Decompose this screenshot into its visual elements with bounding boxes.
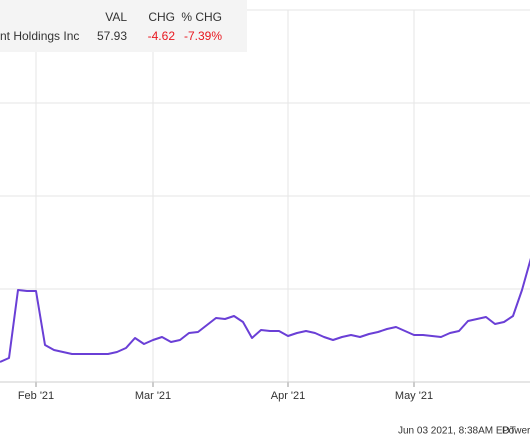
line xyxy=(0,257,530,363)
credit: Powere xyxy=(502,426,530,437)
header-chg: CHG xyxy=(148,10,175,24)
plot xyxy=(0,257,530,363)
header-pct-chg: % CHG xyxy=(181,10,222,24)
x-tick-label: Apr '21 xyxy=(271,390,306,402)
timestamp: Jun 03 2021, 8:38AM EDT. xyxy=(398,426,518,437)
legend-box xyxy=(0,0,247,52)
x-tick-label: Feb '21 xyxy=(18,390,54,402)
x-tick-label: Mar '21 xyxy=(135,390,171,402)
change: -4.62 xyxy=(148,29,176,43)
legend-name: nt Holdings Inc xyxy=(0,29,79,43)
x-tick-label: May '21 xyxy=(395,390,433,402)
header-val: VAL xyxy=(105,10,127,24)
pct-change: -7.39% xyxy=(184,29,222,43)
grid: Feb '21 Mar '21 Apr '21 May '21 xyxy=(0,9,530,402)
value: 57.93 xyxy=(97,29,127,43)
